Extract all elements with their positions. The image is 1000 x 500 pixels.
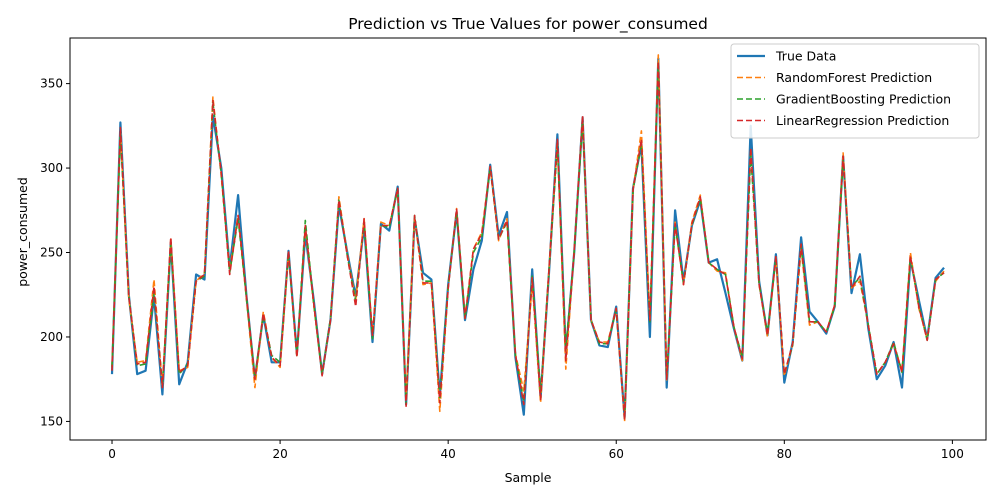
x-tick-label: 60	[609, 447, 624, 461]
y-tick-label: 200	[40, 330, 63, 344]
legend-box	[730, 43, 980, 139]
legend-label-linearregression-prediction: LinearRegression Prediction	[776, 113, 949, 128]
y-tick-label: 150	[40, 414, 63, 428]
series-lines	[110, 54, 945, 423]
chart-title: Prediction vs True Values for power_cons…	[348, 15, 708, 34]
x-tick-label: 20	[272, 447, 287, 461]
y-axis-ticks: 150 200 250 300 350	[40, 77, 70, 428]
legend-label-true-data: True Data	[775, 49, 836, 64]
plot-area-frame	[69, 37, 987, 441]
series-line-linearregression-prediction	[111, 60, 945, 421]
x-tick-label: 40	[441, 447, 456, 461]
y-tick-label: 300	[40, 161, 63, 175]
legend-label-gradientboosting-prediction: GradientBoosting Prediction	[776, 92, 951, 107]
y-axis-label: power_consumed	[15, 177, 30, 287]
legend: True Data RandomForest Prediction Gradient…	[730, 43, 980, 139]
legend-label-randomforest-prediction: RandomForest Prediction	[776, 70, 932, 85]
x-axis-ticks: 0 20 40 60 80 100	[108, 440, 964, 461]
x-tick-label: 100	[941, 447, 964, 461]
x-axis-label: Sample	[505, 470, 552, 485]
y-tick-label: 350	[40, 77, 63, 91]
x-tick-label: 80	[777, 447, 792, 461]
series-line-gradientboosting-prediction	[111, 62, 945, 418]
y-tick-label: 250	[40, 246, 63, 260]
x-tick-label: 0	[108, 447, 116, 461]
